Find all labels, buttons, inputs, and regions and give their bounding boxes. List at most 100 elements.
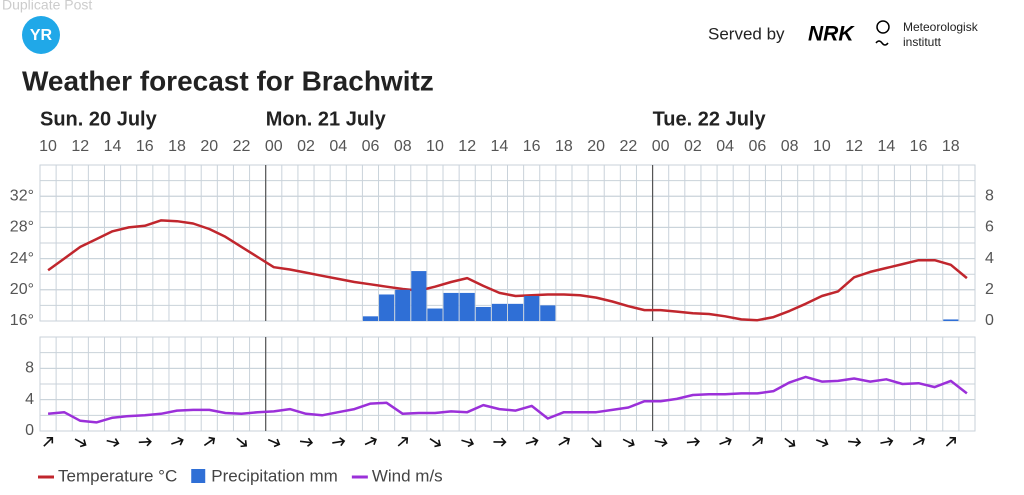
x-tick-label: 10: [426, 138, 444, 155]
series-line: [47, 375, 968, 424]
x-tick-label: 14: [877, 138, 895, 155]
y-tick-label: 4: [25, 391, 34, 408]
day-label: Tue. 22 July: [653, 108, 767, 130]
day-label: Sun. 20 July: [40, 108, 158, 130]
wind-arrow: [784, 437, 796, 448]
y-tick-label: 28°: [10, 219, 34, 236]
wind-arrow: [719, 436, 732, 446]
wind-arrow: [429, 438, 441, 448]
met-logo: [876, 20, 890, 34]
wind-arrow: [525, 436, 539, 446]
met-text: Meteorologisk: [903, 20, 979, 34]
y-tick-label: 0: [25, 422, 34, 439]
precipitation-bar: [411, 271, 427, 321]
y2-tick-label: 0: [985, 312, 994, 329]
x-tick-label: 18: [168, 138, 186, 155]
wind-arrow: [493, 437, 507, 447]
y2-tick-label: 2: [985, 281, 994, 298]
precipitation-bar: [540, 305, 556, 321]
wind-arrow: [332, 437, 346, 447]
precipitation-bar: [427, 308, 443, 321]
x-tick-label: 18: [555, 138, 573, 155]
x-tick-label: 16: [910, 138, 928, 155]
x-tick-label: 16: [136, 138, 154, 155]
wind-arrow: [686, 437, 700, 447]
y2-tick-label: 6: [985, 219, 994, 236]
wind-arrow: [236, 437, 248, 448]
wind-arrow: [815, 438, 829, 448]
wind-arrow: [558, 436, 571, 446]
x-tick-label: 16: [523, 138, 541, 155]
y2-tick-label: 4: [985, 250, 994, 267]
wind-arrow: [622, 438, 635, 448]
legend-label: Precipitation mm: [211, 466, 338, 485]
x-tick-label: 06: [362, 138, 380, 155]
wind-arrow: [591, 437, 602, 448]
x-tick-label: 14: [491, 138, 509, 155]
x-tick-label: 00: [652, 138, 670, 155]
series-line: [47, 219, 968, 322]
legend-label: Temperature °C: [58, 466, 177, 485]
yr-logo-text: YR: [30, 27, 53, 44]
precipitation-bar: [379, 294, 395, 321]
x-tick-label: 04: [329, 138, 347, 155]
x-tick-label: 12: [845, 138, 863, 155]
wind-arrow: [654, 438, 668, 447]
chart-title: Weather forecast for Brachwitz: [22, 65, 434, 96]
precipitation-bar: [943, 319, 959, 321]
legend-swatch: [191, 469, 206, 483]
x-tick-label: 18: [942, 138, 960, 155]
precipitation-bar: [508, 303, 524, 321]
wind-arrow: [364, 436, 377, 446]
wind-arrow: [461, 438, 475, 448]
y-tick-label: 24°: [10, 250, 34, 267]
x-tick-label: 20: [587, 138, 605, 155]
day-label: Mon. 21 July: [266, 108, 387, 130]
nrk-logo: NRK: [808, 23, 855, 46]
x-tick-label: 04: [716, 138, 734, 155]
y-tick-label: 8: [25, 360, 34, 377]
wind-arrow: [848, 437, 862, 447]
precipitation-bar: [443, 292, 459, 321]
wind-arrow: [203, 436, 216, 447]
precipitation-bar: [362, 316, 379, 321]
x-tick-label: 10: [813, 138, 831, 155]
x-tick-label: 08: [781, 138, 799, 155]
legend-label: Wind m/s: [372, 466, 443, 485]
wind-arrow: [138, 437, 152, 447]
wind-arrow: [945, 436, 957, 447]
wind-arrow: [752, 436, 764, 447]
x-tick-label: 14: [104, 138, 122, 155]
x-tick-label: 22: [233, 138, 251, 155]
wind-arrow: [299, 437, 314, 447]
wind-arrow: [106, 438, 120, 448]
wind-arrow: [397, 436, 409, 447]
precipitation-bar: [524, 296, 540, 321]
x-tick-label: 02: [297, 138, 315, 155]
wind-arrow: [880, 437, 894, 446]
served-by: Served by: [708, 24, 785, 43]
x-tick-label: 10: [39, 138, 57, 155]
x-tick-label: 08: [394, 138, 412, 155]
y2-tick-label: 8: [985, 187, 994, 204]
wind-arrow: [912, 436, 925, 446]
x-tick-label: 12: [458, 138, 476, 155]
yr-logo[interactable]: [22, 16, 60, 54]
x-tick-label: 22: [620, 138, 638, 155]
y-tick-label: 16°: [10, 312, 34, 329]
precipitation-bar: [475, 306, 491, 321]
met-text: institutt: [903, 35, 942, 49]
precipitation-bar: [395, 289, 411, 321]
x-tick-label: 06: [748, 138, 766, 155]
wind-arrow: [74, 438, 87, 448]
x-tick-label: 00: [265, 138, 283, 155]
precipitation-bar: [459, 292, 475, 321]
precipitation-bar: [491, 303, 507, 321]
overlay-text: Duplicate Post: [2, 0, 92, 13]
x-tick-label: 12: [71, 138, 89, 155]
wind-arrow: [43, 436, 54, 447]
y-tick-label: 32°: [10, 187, 34, 204]
y-tick-label: 20°: [10, 281, 34, 298]
